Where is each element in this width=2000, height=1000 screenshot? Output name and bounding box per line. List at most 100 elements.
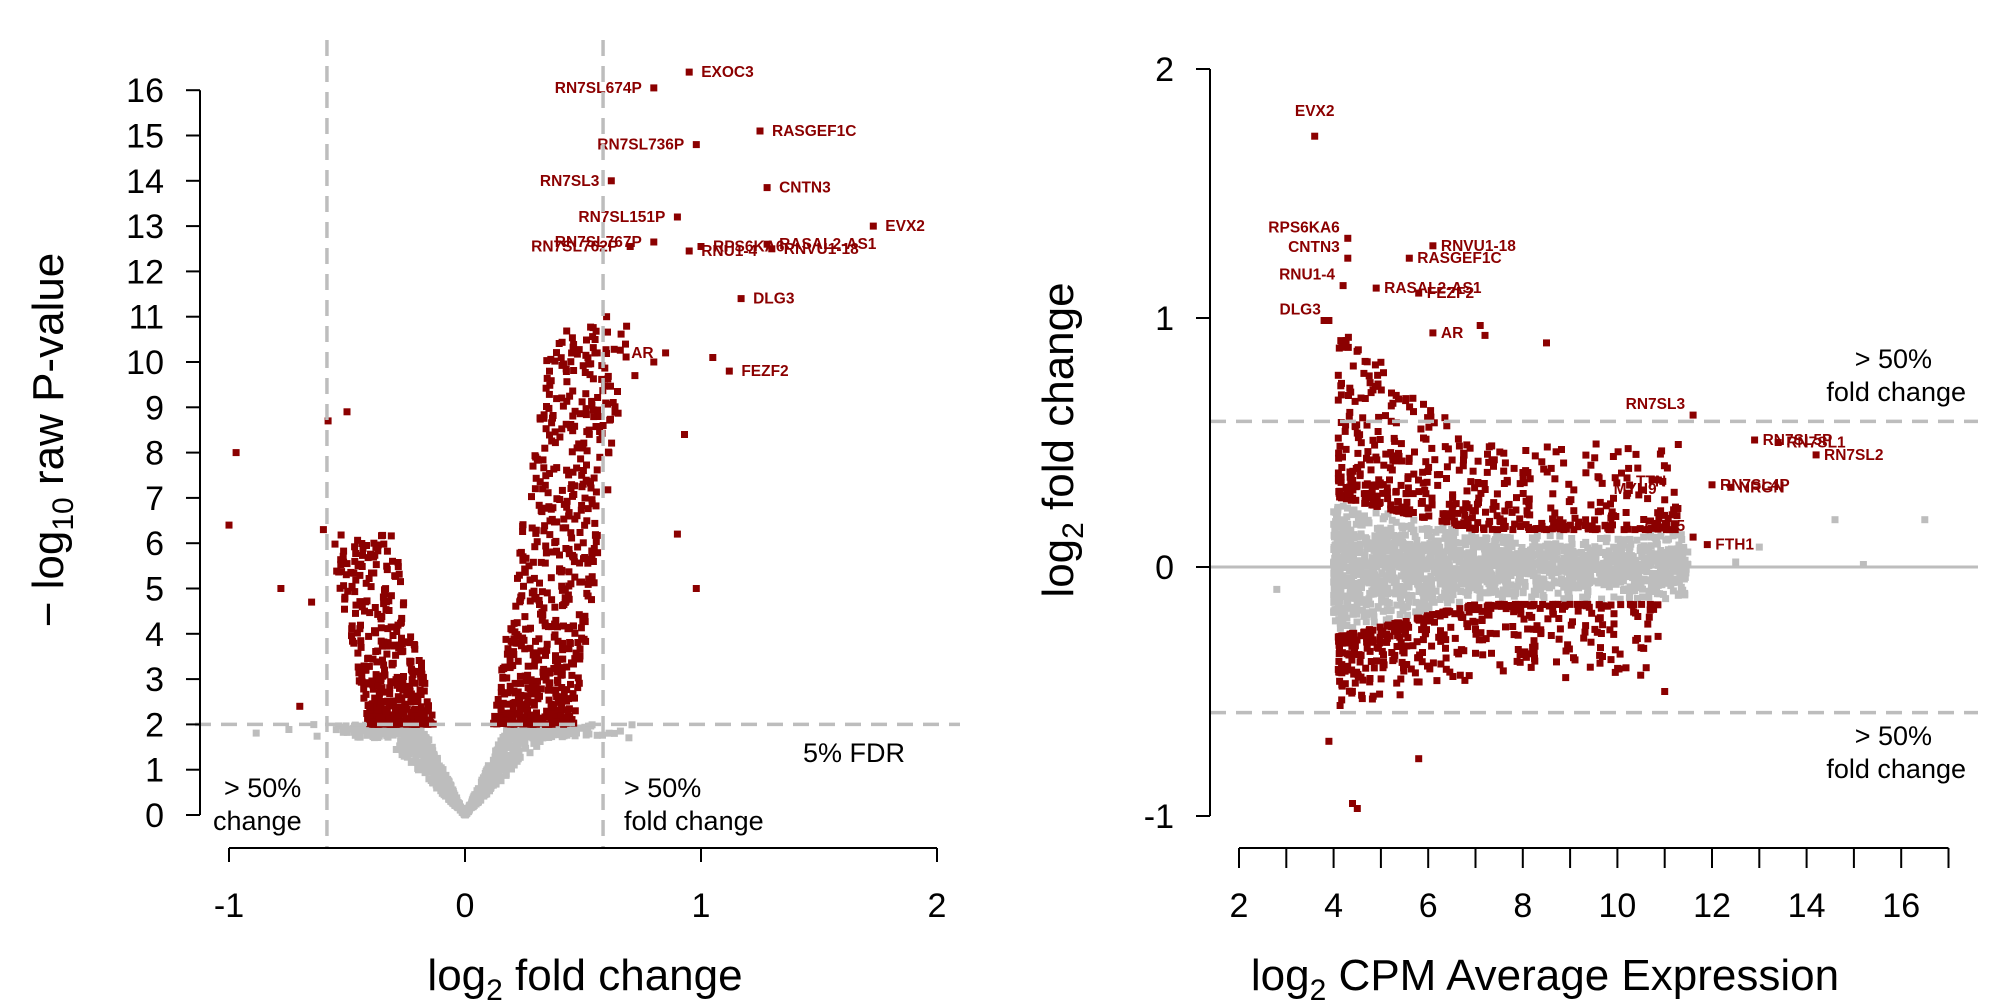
- volcano-sig-point: [362, 579, 370, 587]
- ma-sig-point: [1500, 480, 1508, 487]
- ma-nonsig-point: [1657, 547, 1665, 554]
- ma-sig-point: [1415, 755, 1423, 763]
- ma-sig-point: [1395, 449, 1402, 457]
- ma-sig-point: [1387, 501, 1395, 509]
- volcano-sig-point: [509, 699, 517, 707]
- ma-nonsig-point: [1676, 556, 1683, 563]
- ma-sig-point: [1659, 523, 1667, 531]
- volcano-sig-point: [363, 597, 371, 605]
- ma-sig-point: [1443, 475, 1450, 482]
- ma-sig-point: [1440, 631, 1448, 639]
- ma-sig-point: [1499, 667, 1507, 675]
- ma-sig-point: [1508, 508, 1516, 516]
- volcano-sig-point: [567, 680, 574, 688]
- ma-reference-lines: [1210, 419, 1978, 715]
- ma-nonsig-point: [1339, 557, 1347, 565]
- ma-sig-point: [1392, 391, 1400, 399]
- volcano-sig-point: [552, 616, 560, 624]
- ma-y-tick-label: 2: [1155, 51, 1174, 89]
- volcano-sig-point: [497, 705, 505, 713]
- volcano-sig-point: [616, 346, 624, 354]
- volcano-sig-point: [362, 690, 370, 698]
- ma-nonsig-point: [1401, 569, 1409, 577]
- volcano-sig-point: [570, 660, 577, 668]
- volcano-sig-point: [399, 686, 407, 694]
- ma-nonsig-point: [1653, 540, 1661, 548]
- volcano-sig-point: [568, 481, 576, 489]
- volcano-sig-point: [520, 582, 527, 590]
- ma-sig-point: [1615, 665, 1623, 673]
- ma-sig-point: [1565, 498, 1573, 506]
- ma-sig-point: [1373, 502, 1381, 510]
- volcano-left-annotation-line2: change: [213, 806, 302, 836]
- volcano-sig-point: [614, 388, 621, 395]
- ma-sig-point: [1472, 625, 1479, 633]
- volcano-sig-point: [543, 707, 551, 715]
- ma-sig-point: [1411, 669, 1419, 677]
- ma-nonsig-point: [1536, 547, 1544, 555]
- ma-nonsig-point: [1400, 588, 1408, 595]
- ma-nonsig-point: [1595, 561, 1603, 569]
- ma-gene-label: RNU1-4: [1279, 267, 1335, 284]
- ma-sig-point: [1524, 625, 1532, 633]
- ma-sig-point: [1493, 490, 1501, 498]
- ma-sig-point: [1473, 500, 1481, 508]
- volcano-sig-point: [570, 367, 578, 374]
- ma-nonsig-point: [1507, 555, 1515, 563]
- ma-sig-point: [1654, 520, 1661, 528]
- volcano-nonsig-point: [474, 793, 482, 801]
- ma-sig-point: [1609, 453, 1617, 460]
- ma-labeled-point: [1812, 451, 1820, 459]
- ma-y-axis-title: log2 fold change: [1034, 282, 1090, 597]
- ma-nonsig-point: [1405, 569, 1413, 577]
- ma-nonsig-point: [1663, 573, 1671, 581]
- ma-sig-point: [1610, 630, 1618, 638]
- ma-nonsig-point: [1369, 579, 1377, 587]
- volcano-sig-point: [361, 607, 368, 615]
- volcano-sig-point: [562, 368, 570, 375]
- ma-sig-point: [1558, 446, 1565, 453]
- ma-sig-point: [1346, 384, 1354, 392]
- volcano-sig-point: [588, 573, 596, 581]
- volcano-gene-label: RN7SL762P: [531, 238, 618, 255]
- volcano-sig-point: [533, 538, 541, 546]
- ma-nonsig-point: [1680, 543, 1688, 551]
- volcano-sig-point: [525, 562, 533, 570]
- ma-sig-point: [1586, 663, 1594, 671]
- ma-sig-point: [1376, 479, 1384, 487]
- ma-nonsig-point: [1616, 595, 1624, 603]
- volcano-sig-point: [592, 538, 600, 546]
- volcano-sig-point: [517, 679, 525, 687]
- volcano-nonsig-point: [625, 734, 633, 742]
- ma-sig-point: [1500, 467, 1508, 475]
- ma-sig-point: [1548, 525, 1556, 533]
- ma-nonsig-point: [1631, 556, 1639, 564]
- ma-nonsig-point: [1491, 537, 1499, 545]
- ma-nonsig-point: [1565, 592, 1573, 600]
- ma-nonsig-point: [1668, 577, 1676, 585]
- ma-nonsig-point: [1638, 549, 1646, 557]
- ma-x-tick-label: 6: [1419, 887, 1438, 925]
- ma-nonsig-point: [1546, 532, 1554, 540]
- ma-nonsig-point: [1648, 570, 1656, 577]
- ma-sig-point: [1347, 477, 1355, 485]
- ma-sig-point: [1519, 490, 1527, 497]
- volcano-sig-point: [526, 576, 534, 584]
- ma-nonsig-point: [1507, 572, 1515, 579]
- ma-nonsig-point: [1755, 543, 1763, 551]
- ma-nonsig-point: [1675, 567, 1683, 575]
- volcano-sig-point: [416, 686, 424, 694]
- ma-sig-point: [1465, 608, 1473, 616]
- volcano-nonsig-point: [447, 791, 455, 799]
- volcano-sig-point: [419, 719, 427, 727]
- volcano-nonsig-point: [599, 731, 606, 739]
- ma-nonsig-point: [1381, 580, 1389, 588]
- volcano-sig-point: [546, 431, 553, 439]
- ma-nonsig-point: [1626, 535, 1634, 543]
- ma-sig-point: [1354, 449, 1362, 457]
- volcano-sig-point: [360, 662, 368, 670]
- volcano-sig-point: [417, 691, 425, 698]
- ma-sig-point: [1397, 639, 1405, 647]
- volcano-y-tick-label: 7: [145, 480, 164, 518]
- volcano-sig-point: [568, 448, 576, 456]
